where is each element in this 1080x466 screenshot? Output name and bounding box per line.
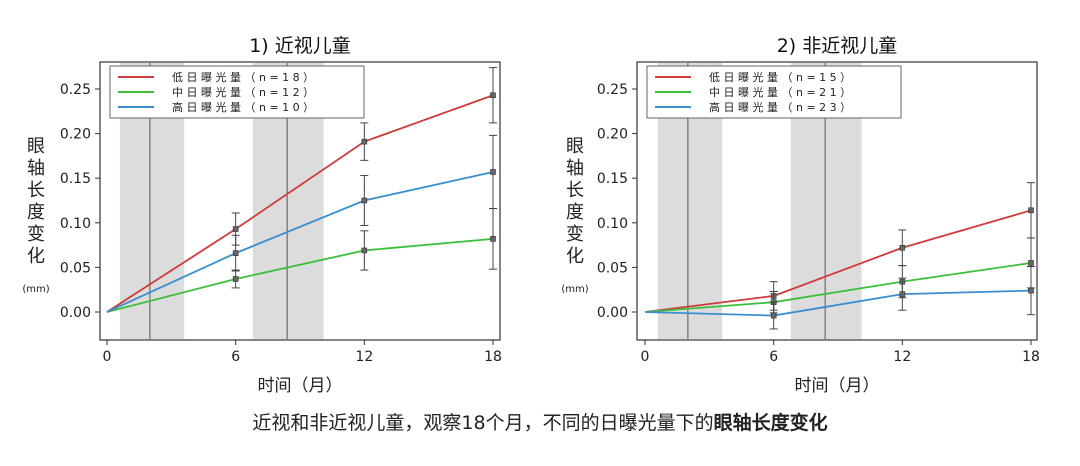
- legend-label: 低 日 曝 光 量 （ n = 1 8 ）: [172, 70, 314, 84]
- y-tick-label: 0.00: [597, 305, 628, 321]
- series-line: [106, 171, 494, 313]
- y-tick-label: 0.15: [60, 171, 91, 187]
- data-point: [1028, 260, 1034, 266]
- series-3: [644, 266, 1035, 330]
- legend: 低 日 曝 光 量 （ n = 1 8 ）中 日 曝 光 量 （ n = 1 2…: [109, 65, 365, 119]
- y-tick-label: 0.10: [60, 216, 91, 232]
- figure-caption: 近视和非近视儿童，观察18个月，不同的日曝光量下的眼轴长度变化: [0, 408, 1080, 435]
- data-point: [490, 92, 496, 99]
- series-line: [644, 209, 1032, 313]
- series-line: [644, 289, 1032, 317]
- chart-title: 2) 非近视儿童: [777, 35, 898, 57]
- legend-label: 高 日 曝 光 量 （ n = 1 0 ）: [172, 100, 314, 114]
- y-tick-label: 0.05: [60, 260, 91, 276]
- x-axis-label: 时间（月）: [258, 376, 343, 396]
- x-tick-label: 12: [893, 349, 911, 365]
- y-tick-label: 0.20: [597, 127, 628, 143]
- series-line: [644, 262, 1032, 313]
- data-point: [899, 244, 906, 251]
- data-point: [1028, 207, 1034, 214]
- x-tick-label: 0: [641, 349, 650, 365]
- x-tick-label: 18: [1022, 349, 1040, 365]
- caption-emphasis: 眼轴长度变化: [713, 412, 828, 434]
- data-point: [490, 236, 496, 242]
- data-point: [770, 312, 777, 319]
- data-point: [490, 169, 496, 175]
- chart-panel-1: 1) 近视儿童 0.00 0.05 0.10 0.15 0.20 0.25 0 6 12 18 时间（…: [22, 35, 502, 396]
- series-line: [106, 94, 494, 313]
- series-3: [106, 134, 497, 313]
- series-line: [106, 237, 494, 313]
- x-tick-label: 12: [355, 349, 373, 365]
- x-axis-label: 时间（月）: [795, 376, 880, 396]
- chart-title: 1) 近视儿童: [249, 35, 351, 57]
- y-tick-label: 0.25: [60, 82, 91, 98]
- y-tick-label: 0.05: [597, 260, 628, 276]
- data-point: [361, 247, 368, 254]
- legend-label: 高 日 曝 光 量 （ n = 2 3 ）: [709, 100, 851, 114]
- plot-frame: [636, 61, 1038, 341]
- y-tick-label: 0.25: [597, 82, 628, 98]
- x-tick-label: 18: [484, 349, 502, 365]
- x-tick-label: 0: [103, 349, 112, 365]
- x-tick-label: 6: [769, 349, 778, 365]
- y-tick-label: 0.10: [597, 216, 628, 232]
- x-tick-label: 6: [231, 349, 240, 365]
- plot-frame: [99, 61, 501, 341]
- data-point: [361, 197, 368, 204]
- data-point: [232, 226, 239, 232]
- data-point: [361, 138, 368, 145]
- legend-label: 中 日 曝 光 量 （ n = 2 1 ）: [709, 85, 851, 99]
- data-point: [232, 276, 239, 282]
- legend-label: 中 日 曝 光 量 （ n = 1 2 ）: [172, 85, 314, 99]
- y-axis-label: 眼轴长度变化: [27, 136, 45, 267]
- data-point: [899, 291, 906, 297]
- legend: 低 日 曝 光 量 （ n = 1 5 ）中 日 曝 光 量 （ n = 2 1…: [646, 65, 902, 119]
- y-tick-label: 0.00: [60, 305, 91, 321]
- data-point: [232, 250, 239, 256]
- chart-panel-2: 2) 非近视儿童 0.00 0.05 0.10 0.15 0.20 0.25 0 6 12 18 时间…: [561, 35, 1040, 396]
- y-axis-unit: (mm): [561, 284, 588, 295]
- caption-prefix: 近视和非近视儿童，观察18个月，不同的日曝光量下的: [252, 412, 714, 434]
- y-axis-label: 眼轴长度变化: [566, 136, 584, 267]
- data-point: [1028, 287, 1034, 294]
- y-tick-label: 0.15: [597, 171, 628, 187]
- y-tick-label: 0.20: [60, 127, 91, 143]
- series-2: [106, 208, 497, 313]
- legend-label: 低 日 曝 光 量 （ n = 1 5 ）: [709, 70, 851, 84]
- y-axis-unit: (mm): [22, 284, 49, 295]
